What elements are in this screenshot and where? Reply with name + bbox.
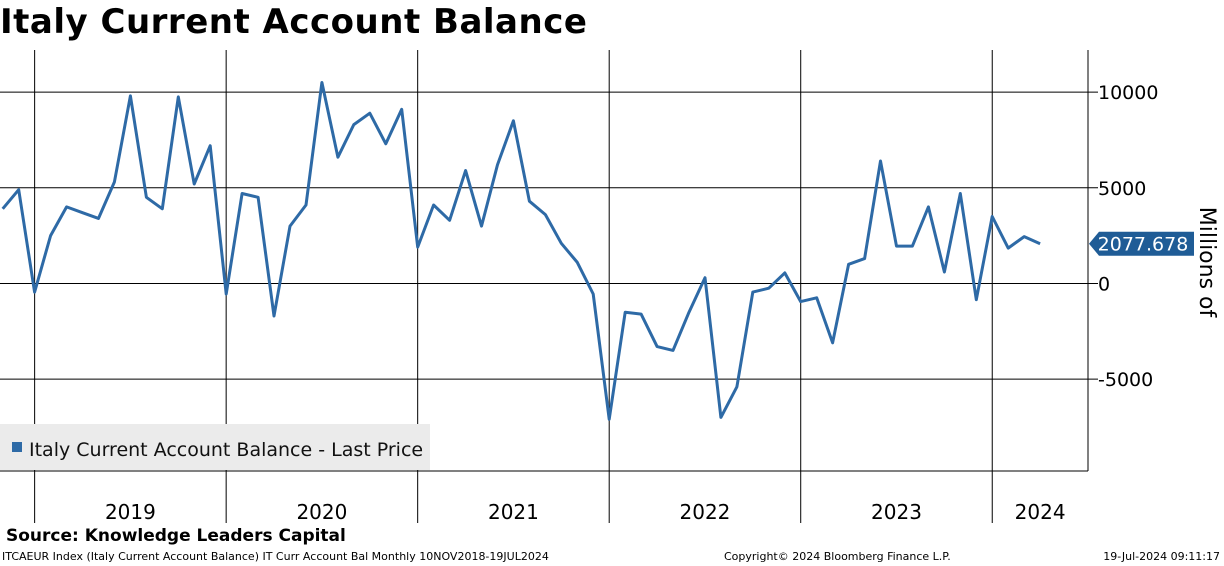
last-value-label: 2077.678 bbox=[1098, 234, 1189, 256]
y-axis-label: Millions of bbox=[1194, 207, 1219, 319]
y-tick-label: 5000 bbox=[1098, 178, 1146, 200]
x-year-label: 2022 bbox=[680, 500, 731, 524]
x-year-label: 2024 bbox=[1015, 500, 1066, 524]
y-tick-label: 10000 bbox=[1098, 82, 1158, 104]
x-year-label: 2023 bbox=[871, 500, 922, 524]
x-year-label: 2019 bbox=[105, 500, 156, 524]
x-year-label: 2020 bbox=[296, 500, 347, 524]
footer-timestamp: 19-Jul-2024 09:11:17 bbox=[1103, 550, 1220, 563]
last-value-layer: 2077.678 bbox=[1089, 232, 1194, 256]
footer-ticker-info: ITCAEUR Index (Italy Current Account Bal… bbox=[2, 550, 549, 563]
series-line bbox=[3, 83, 1040, 420]
x-year-label: 2021 bbox=[488, 500, 539, 524]
legend-label: Italy Current Account Balance - Last Pri… bbox=[29, 439, 423, 461]
legend-swatch bbox=[12, 442, 22, 452]
series-layer bbox=[3, 83, 1040, 420]
source-note: Source: Knowledge Leaders Capital bbox=[6, 526, 346, 546]
chart-area: 10000 5000 0 -5000 2019 2020 2021 2022 2023 2024 M… bbox=[0, 0, 1224, 566]
y-tick-label: -5000 bbox=[1098, 369, 1153, 391]
legend: Italy Current Account Balance - Last Pri… bbox=[0, 424, 430, 470]
footer-copyright: Copyright© 2024 Bloomberg Finance L.P. bbox=[724, 550, 951, 563]
y-tick-label: 0 bbox=[1098, 273, 1110, 295]
